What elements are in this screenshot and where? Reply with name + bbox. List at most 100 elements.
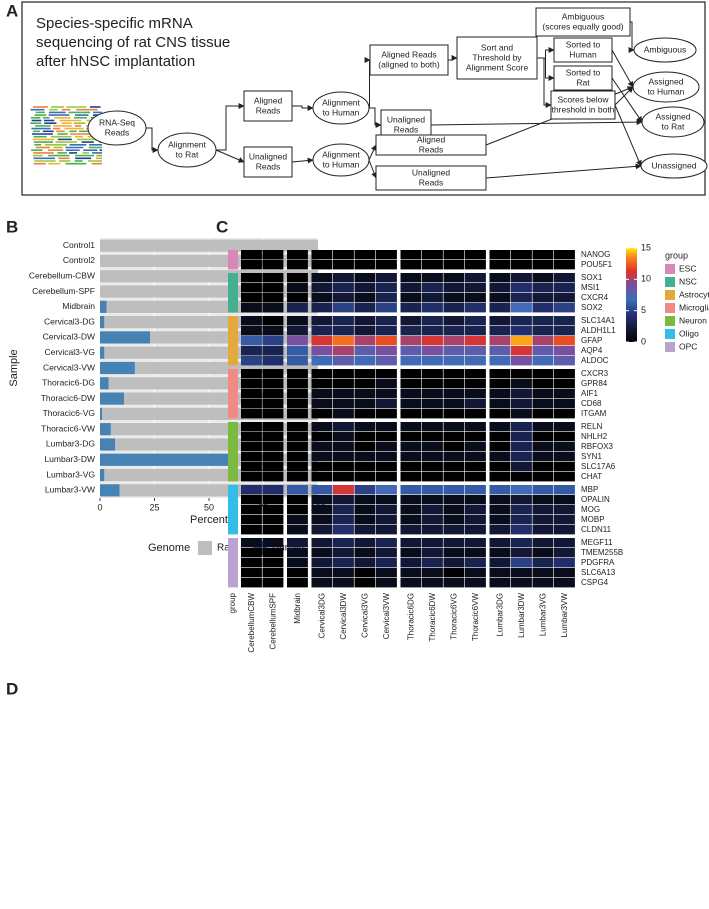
heat-cell <box>241 578 262 588</box>
heat-cell <box>311 472 333 482</box>
heat-cell <box>262 250 284 260</box>
heat-cell <box>443 422 465 432</box>
column-label: Thoracic6VW <box>471 593 480 641</box>
heat-cell <box>489 293 511 303</box>
heat-cell <box>489 389 511 399</box>
heat-cell <box>376 356 397 366</box>
heat-cell <box>287 485 308 495</box>
heat-cell <box>489 515 511 525</box>
heat-cell <box>241 485 262 495</box>
x-tick-label: 50 <box>204 502 214 512</box>
heat-cell <box>262 462 284 472</box>
node-ellipse <box>641 106 705 138</box>
heat-cell <box>400 260 422 270</box>
heat-cell <box>354 472 376 482</box>
heat-cell <box>287 336 308 346</box>
heat-cell <box>400 548 422 558</box>
heat-cell <box>262 326 284 336</box>
heat-cell <box>333 369 354 379</box>
heat-cell <box>311 578 333 588</box>
heat-cell <box>554 515 575 525</box>
heat-cell <box>532 505 554 515</box>
node-label: Sorted to <box>566 39 601 49</box>
heat-cell <box>422 283 443 293</box>
heat-cell <box>400 538 422 548</box>
arrow <box>368 144 377 161</box>
column-label: Midbrain <box>293 593 302 624</box>
heat-cell <box>532 346 554 356</box>
heat-cell <box>489 548 511 558</box>
heat-cell <box>354 538 376 548</box>
node-box <box>369 44 449 76</box>
heat-cell <box>422 462 443 472</box>
heat-cell <box>532 283 554 293</box>
heat-cell <box>376 485 397 495</box>
row-label: SLC17A6 <box>581 462 616 471</box>
heat-cell <box>400 399 422 409</box>
legend-swatch <box>665 316 675 326</box>
heat-cell <box>333 336 354 346</box>
heat-cell <box>511 462 532 472</box>
heat-cell <box>422 505 443 515</box>
heat-cell <box>422 379 443 389</box>
arrow <box>216 103 245 151</box>
heat-cell <box>465 346 486 356</box>
heat-cell <box>489 260 511 270</box>
heat-cell <box>354 525 376 535</box>
heat-cell <box>489 336 511 346</box>
heat-cell <box>489 538 511 548</box>
heat-cell <box>532 525 554 535</box>
heat-cell <box>511 409 532 419</box>
heat-cell <box>511 346 532 356</box>
node-label: to Human <box>323 159 360 169</box>
arrow <box>146 127 159 153</box>
heat-cell <box>422 422 443 432</box>
heat-cell <box>241 452 262 462</box>
heat-cell <box>287 432 308 442</box>
diagram-title: sequencing of rat CNS tissue <box>36 34 230 51</box>
heat-cell <box>443 568 465 578</box>
heat-cell <box>311 369 333 379</box>
heat-cell <box>262 336 284 346</box>
heat-cell <box>333 250 354 260</box>
heat-cell <box>511 505 532 515</box>
arrow <box>291 157 314 164</box>
heat-cell <box>376 409 397 419</box>
column-label: Cervical3DW <box>339 593 348 640</box>
heat-cell <box>311 250 333 260</box>
heat-cell <box>311 525 333 535</box>
node-box <box>553 37 613 63</box>
heat-cell <box>532 568 554 578</box>
heat-cell <box>287 283 308 293</box>
heat-cell <box>287 303 308 313</box>
heat-cell <box>443 283 465 293</box>
heat-cell <box>333 316 354 326</box>
heat-cell <box>489 422 511 432</box>
column-label: Lumbar3DG <box>495 593 504 637</box>
heat-cell <box>532 293 554 303</box>
heat-cell <box>376 472 397 482</box>
row-label: SOX2 <box>581 303 603 312</box>
diagram-title: Species-specific mRNA <box>36 15 193 32</box>
heat-cell <box>262 558 284 568</box>
bar <box>100 316 105 329</box>
heat-cell <box>465 452 486 462</box>
heat-cell <box>489 525 511 535</box>
heat-cell <box>241 346 262 356</box>
heat-cell <box>400 369 422 379</box>
heat-cell <box>287 462 308 472</box>
heat-cell <box>465 538 486 548</box>
heat-cell <box>311 558 333 568</box>
heat-cell <box>489 495 511 505</box>
arrow <box>369 107 382 128</box>
heat-cell <box>532 472 554 482</box>
heat-cell <box>333 568 354 578</box>
heat-cell <box>333 399 354 409</box>
heat-cell <box>422 336 443 346</box>
heat-cell <box>354 283 376 293</box>
row-label: GPR84 <box>581 379 608 388</box>
node-label: Sorted to <box>566 67 601 77</box>
heat-cell <box>422 485 443 495</box>
heat-cell <box>511 336 532 346</box>
row-label: RELN <box>581 422 603 431</box>
